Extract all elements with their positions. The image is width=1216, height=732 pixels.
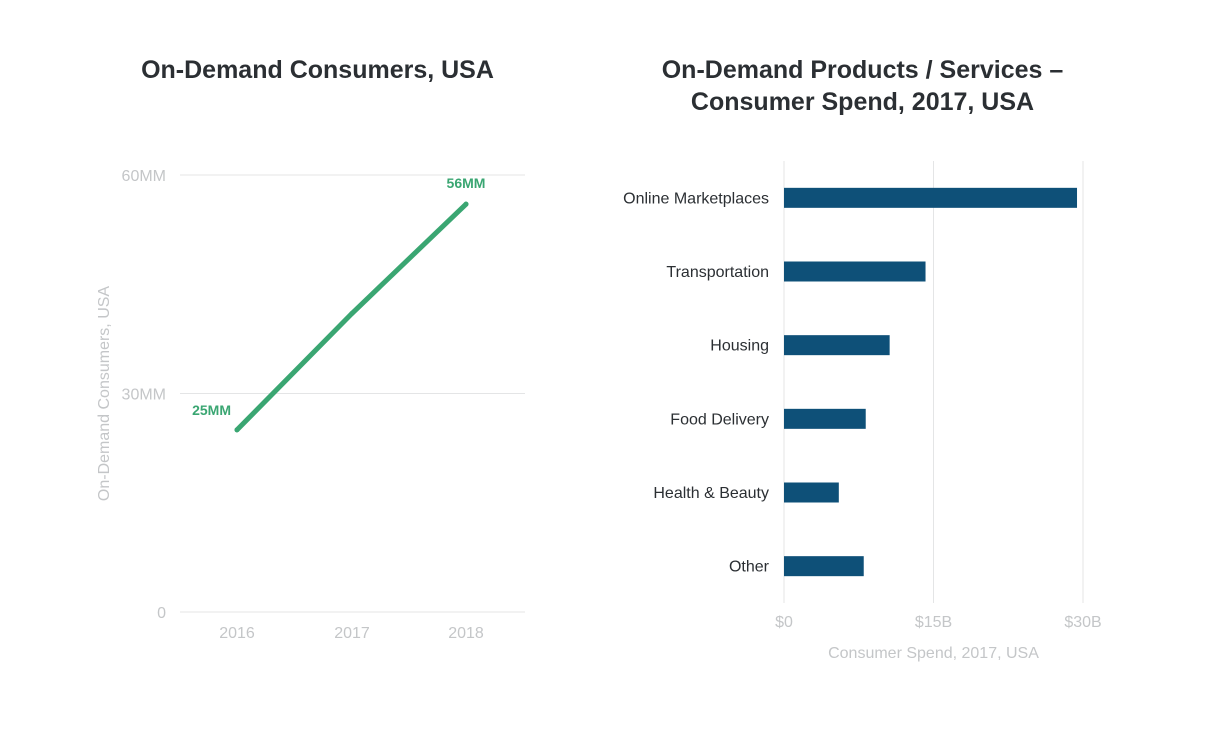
category-label: Food Delivery (670, 411, 769, 428)
y-tick-label: 0 (157, 605, 166, 622)
y-tick-label: 60MM (122, 168, 166, 185)
category-label: Health & Beauty (653, 485, 769, 502)
data-label: 25MM (192, 402, 231, 418)
category-label: Transportation (666, 264, 769, 281)
bar (784, 408, 866, 429)
data-point (234, 427, 240, 433)
y-tick-label: 30MM (122, 387, 166, 404)
x-tick-label: 2016 (219, 625, 255, 642)
category-label: Housing (710, 338, 769, 355)
x-tick-label: $0 (775, 614, 793, 631)
x-tick-label: 2017 (334, 625, 370, 642)
y-axis-title: On-Demand Consumers, USA (96, 286, 113, 502)
category-label: Online Marketplaces (623, 190, 769, 207)
bar (784, 556, 864, 577)
data-point (463, 201, 469, 207)
bar-chart-title-line-1: On-Demand Products / Services – (661, 56, 1064, 84)
bar (784, 482, 839, 503)
bar (784, 335, 890, 356)
x-axis-title: Consumer Spend, 2017, USA (828, 645, 1039, 662)
data-point (349, 310, 355, 316)
line-chart-title: On-Demand Consumers, USA (141, 56, 494, 84)
line-chart: 0 30MM 60MM On-Demand Consumers, USA 2016 201… (96, 168, 525, 642)
x-tick-label: $30B (1064, 614, 1101, 631)
bar-chart: $0 $15B $30B Online Marketplaces Transportat… (623, 161, 1102, 662)
x-tick-label: $15B (915, 614, 952, 631)
category-label: Other (729, 559, 770, 576)
bar-chart-title-line-2: Consumer Spend, 2017, USA (690, 88, 1035, 116)
data-label: 56MM (447, 175, 486, 191)
x-tick-label: 2018 (448, 625, 484, 642)
series-line (234, 201, 469, 433)
bar-chart-title: On-Demand Products / Services – Consumer… (590, 54, 1135, 118)
bar (784, 261, 926, 282)
bar (784, 187, 1078, 208)
